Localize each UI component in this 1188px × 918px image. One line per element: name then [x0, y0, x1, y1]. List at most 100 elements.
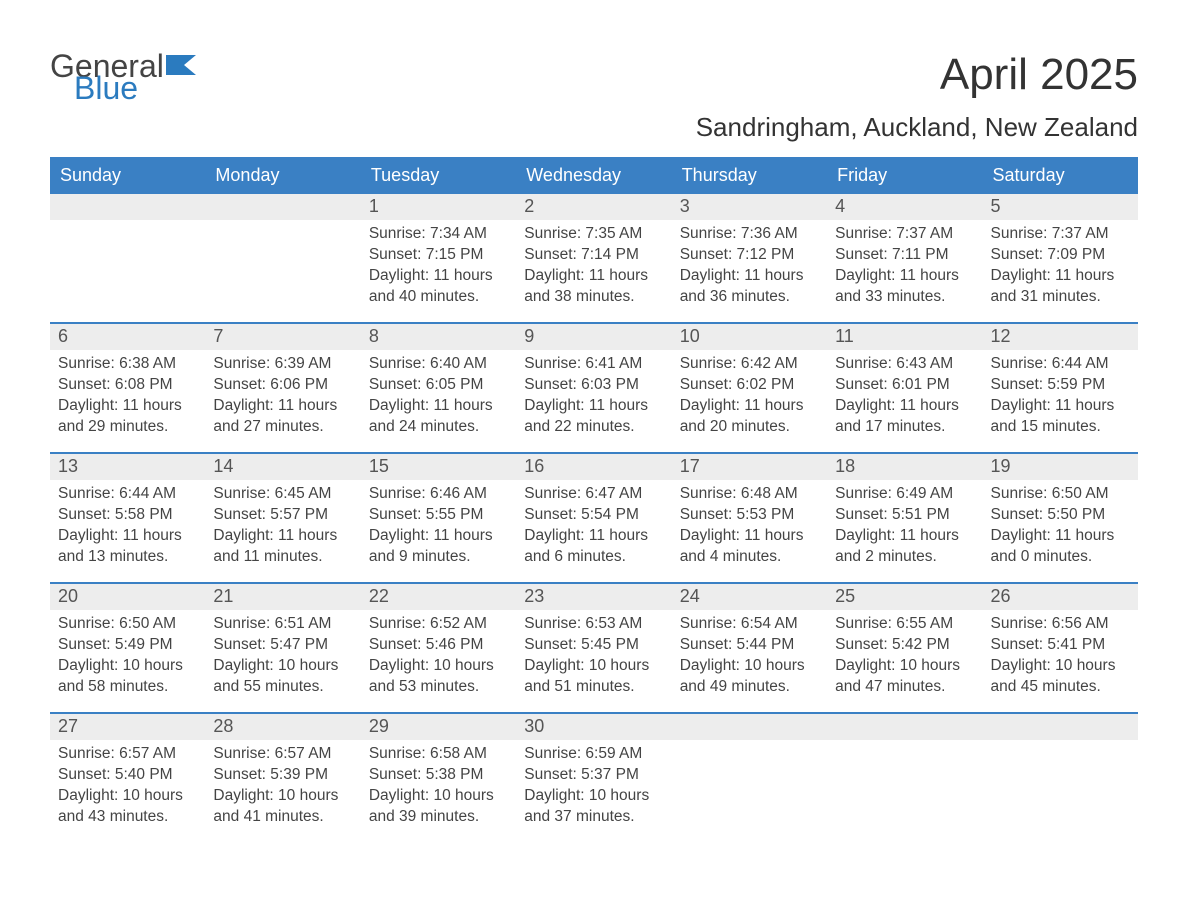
- day-number: [983, 714, 1138, 740]
- day-body: Sunrise: 6:53 AMSunset: 5:45 PMDaylight:…: [516, 610, 671, 708]
- day-cell: 17Sunrise: 6:48 AMSunset: 5:53 PMDayligh…: [672, 454, 827, 582]
- sunset-text: Sunset: 7:14 PM: [524, 245, 663, 266]
- daylight-text: Daylight: 11 hours and 22 minutes.: [524, 396, 663, 438]
- sunset-text: Sunset: 5:54 PM: [524, 505, 663, 526]
- day-number: 2: [516, 194, 671, 220]
- daylight-text: Daylight: 10 hours and 39 minutes.: [369, 786, 508, 828]
- day-cell: 30Sunrise: 6:59 AMSunset: 5:37 PMDayligh…: [516, 714, 671, 842]
- day-body: Sunrise: 6:57 AMSunset: 5:39 PMDaylight:…: [205, 740, 360, 838]
- day-cell: [827, 714, 982, 842]
- sunset-text: Sunset: 5:51 PM: [835, 505, 974, 526]
- day-cell: [50, 194, 205, 322]
- day-body: Sunrise: 7:37 AMSunset: 7:09 PMDaylight:…: [983, 220, 1138, 318]
- day-cell: 20Sunrise: 6:50 AMSunset: 5:49 PMDayligh…: [50, 584, 205, 712]
- day-cell: 13Sunrise: 6:44 AMSunset: 5:58 PMDayligh…: [50, 454, 205, 582]
- sunset-text: Sunset: 7:11 PM: [835, 245, 974, 266]
- day-number: 29: [361, 714, 516, 740]
- sunset-text: Sunset: 6:05 PM: [369, 375, 508, 396]
- day-body: Sunrise: 6:58 AMSunset: 5:38 PMDaylight:…: [361, 740, 516, 838]
- day-body: Sunrise: 6:56 AMSunset: 5:41 PMDaylight:…: [983, 610, 1138, 708]
- day-number: 6: [50, 324, 205, 350]
- day-number: 27: [50, 714, 205, 740]
- weekday-header: Saturday: [983, 157, 1138, 194]
- daylight-text: Daylight: 10 hours and 58 minutes.: [58, 656, 197, 698]
- sunrise-text: Sunrise: 6:42 AM: [680, 354, 819, 375]
- day-cell: 14Sunrise: 6:45 AMSunset: 5:57 PMDayligh…: [205, 454, 360, 582]
- sunrise-text: Sunrise: 7:34 AM: [369, 224, 508, 245]
- sunrise-text: Sunrise: 6:50 AM: [58, 614, 197, 635]
- day-cell: 27 Sunrise: 6:57 AMSunset: 5:40 PMDayligh…: [50, 714, 205, 842]
- day-body: Sunrise: 6:54 AMSunset: 5:44 PMDaylight:…: [672, 610, 827, 708]
- sunrise-text: Sunrise: 6:56 AM: [991, 614, 1130, 635]
- day-number: 22: [361, 584, 516, 610]
- sunrise-text: Sunrise: 6:46 AM: [369, 484, 508, 505]
- sunset-text: Sunset: 5:49 PM: [58, 635, 197, 656]
- day-cell: 5Sunrise: 7:37 AMSunset: 7:09 PMDaylight…: [983, 194, 1138, 322]
- sunrise-text: Sunrise: 6:40 AM: [369, 354, 508, 375]
- sunset-text: Sunset: 5:59 PM: [991, 375, 1130, 396]
- day-number: 20: [50, 584, 205, 610]
- week-row: 1Sunrise: 7:34 AMSunset: 7:15 PMDaylight…: [50, 194, 1138, 322]
- sunrise-text: Sunrise: 6:53 AM: [524, 614, 663, 635]
- weeks-container: 1Sunrise: 7:34 AMSunset: 7:15 PMDaylight…: [50, 194, 1138, 842]
- day-number: 28: [205, 714, 360, 740]
- day-body: Sunrise: 6:42 AMSunset: 6:02 PMDaylight:…: [672, 350, 827, 448]
- sunrise-text: Sunrise: 6:52 AM: [369, 614, 508, 635]
- day-cell: 24Sunrise: 6:54 AMSunset: 5:44 PMDayligh…: [672, 584, 827, 712]
- sunset-text: Sunset: 5:57 PM: [213, 505, 352, 526]
- day-number: 14: [205, 454, 360, 480]
- sunset-text: Sunset: 5:58 PM: [58, 505, 197, 526]
- day-cell: 1Sunrise: 7:34 AMSunset: 7:15 PMDaylight…: [361, 194, 516, 322]
- sunset-text: Sunset: 5:39 PM: [213, 765, 352, 786]
- sunrise-text: Sunrise: 6:57 AM: [58, 744, 197, 765]
- day-cell: 9Sunrise: 6:41 AMSunset: 6:03 PMDaylight…: [516, 324, 671, 452]
- sunset-text: Sunset: 5:41 PM: [991, 635, 1130, 656]
- day-number: 4: [827, 194, 982, 220]
- daylight-text: Daylight: 10 hours and 37 minutes.: [524, 786, 663, 828]
- day-body: Sunrise: 6:46 AMSunset: 5:55 PMDaylight:…: [361, 480, 516, 578]
- daylight-text: Daylight: 11 hours and 33 minutes.: [835, 266, 974, 308]
- weekday-header: Friday: [827, 157, 982, 194]
- sunrise-text: Sunrise: 6:45 AM: [213, 484, 352, 505]
- sunset-text: Sunset: 5:50 PM: [991, 505, 1130, 526]
- sunset-text: Sunset: 5:38 PM: [369, 765, 508, 786]
- sunrise-text: Sunrise: 7:37 AM: [991, 224, 1130, 245]
- sunrise-text: Sunrise: 6:49 AM: [835, 484, 974, 505]
- calendar-page: General Blue April 2025 Sandringham, Auc…: [0, 0, 1188, 882]
- sunrise-text: Sunrise: 6:44 AM: [58, 484, 197, 505]
- day-cell: [983, 714, 1138, 842]
- day-cell: [672, 714, 827, 842]
- day-number: [672, 714, 827, 740]
- day-body: Sunrise: 6:43 AMSunset: 6:01 PMDaylight:…: [827, 350, 982, 448]
- daylight-text: Daylight: 11 hours and 36 minutes.: [680, 266, 819, 308]
- day-cell: 6Sunrise: 6:38 AMSunset: 6:08 PMDaylight…: [50, 324, 205, 452]
- daylight-text: Daylight: 10 hours and 43 minutes.: [58, 786, 197, 828]
- sunset-text: Sunset: 5:44 PM: [680, 635, 819, 656]
- day-cell: 26Sunrise: 6:56 AMSunset: 5:41 PMDayligh…: [983, 584, 1138, 712]
- day-number: 26: [983, 584, 1138, 610]
- sunset-text: Sunset: 5:46 PM: [369, 635, 508, 656]
- daylight-text: Daylight: 11 hours and 13 minutes.: [58, 526, 197, 568]
- day-body: Sunrise: 6:52 AMSunset: 5:46 PMDaylight:…: [361, 610, 516, 708]
- day-number: 7: [205, 324, 360, 350]
- day-number: 18: [827, 454, 982, 480]
- sunset-text: Sunset: 6:02 PM: [680, 375, 819, 396]
- day-number: [50, 194, 205, 220]
- day-body: [827, 740, 982, 830]
- sunrise-text: Sunrise: 7:35 AM: [524, 224, 663, 245]
- day-cell: 2Sunrise: 7:35 AMSunset: 7:14 PMDaylight…: [516, 194, 671, 322]
- daylight-text: Daylight: 10 hours and 45 minutes.: [991, 656, 1130, 698]
- day-cell: 4Sunrise: 7:37 AMSunset: 7:11 PMDaylight…: [827, 194, 982, 322]
- day-number: 3: [672, 194, 827, 220]
- sunset-text: Sunset: 5:40 PM: [58, 765, 197, 786]
- daylight-text: Daylight: 11 hours and 6 minutes.: [524, 526, 663, 568]
- sunrise-text: Sunrise: 6:43 AM: [835, 354, 974, 375]
- sunrise-text: Sunrise: 6:44 AM: [991, 354, 1130, 375]
- day-body: [983, 740, 1138, 830]
- day-cell: 22Sunrise: 6:52 AMSunset: 5:46 PMDayligh…: [361, 584, 516, 712]
- day-cell: 28Sunrise: 6:57 AMSunset: 5:39 PMDayligh…: [205, 714, 360, 842]
- day-cell: 7Sunrise: 6:39 AMSunset: 6:06 PMDaylight…: [205, 324, 360, 452]
- location-label: Sandringham, Auckland, New Zealand: [696, 112, 1138, 143]
- day-body: Sunrise: 6:38 AMSunset: 6:08 PMDaylight:…: [50, 350, 205, 448]
- day-body: Sunrise: 6:50 AMSunset: 5:49 PMDaylight:…: [50, 610, 205, 708]
